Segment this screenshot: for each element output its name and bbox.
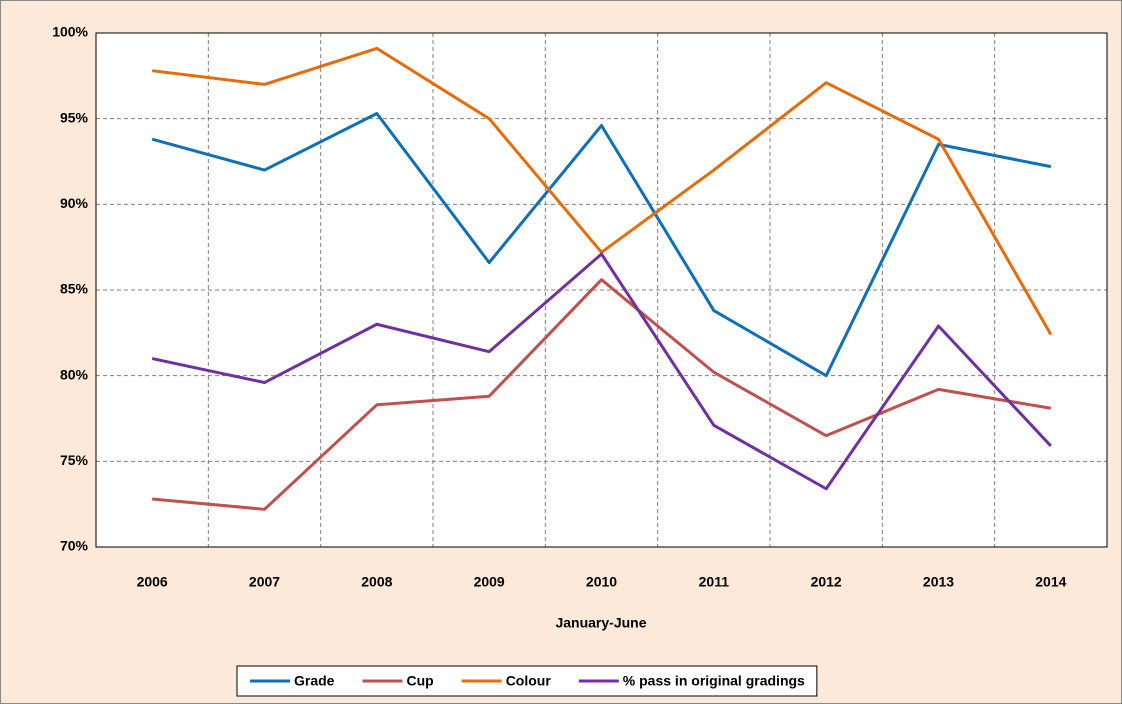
plot-border xyxy=(95,32,1108,548)
y-tick-label: 100% xyxy=(52,24,88,40)
series-line xyxy=(151,112,1052,378)
legend-label: Grade xyxy=(294,673,335,689)
y-tick-label: 90% xyxy=(60,195,89,211)
y-tick-label: 75% xyxy=(60,452,89,468)
legend-box xyxy=(236,665,818,697)
x-tick-label: 2011 xyxy=(699,574,730,590)
x-tick-label: 2008 xyxy=(361,574,392,590)
x-tick-label: 2009 xyxy=(474,574,505,590)
legend-label: Cup xyxy=(406,673,433,689)
x-tick-label: 2014 xyxy=(1035,574,1066,590)
x-tick-label: 2013 xyxy=(923,574,954,590)
x-axis-label: January-June xyxy=(555,615,646,631)
x-tick-label: 2012 xyxy=(811,574,842,590)
legend-label: % pass in original gradings xyxy=(623,673,805,689)
series-line xyxy=(152,278,1052,511)
series-line xyxy=(151,46,1053,336)
y-tick-label: 95% xyxy=(60,109,89,125)
y-tick-label: 70% xyxy=(60,538,89,554)
x-tick-label: 2006 xyxy=(137,574,168,590)
x-tick-label: 2007 xyxy=(249,574,280,590)
y-tick-label: 80% xyxy=(60,366,89,382)
series-line xyxy=(151,252,1052,491)
x-tick-label: 2010 xyxy=(586,574,617,590)
y-tick-label: 85% xyxy=(60,281,89,297)
legend: Grade Cup Colour % pass in original grading… xyxy=(236,665,818,697)
legend-label: Colour xyxy=(506,673,552,689)
